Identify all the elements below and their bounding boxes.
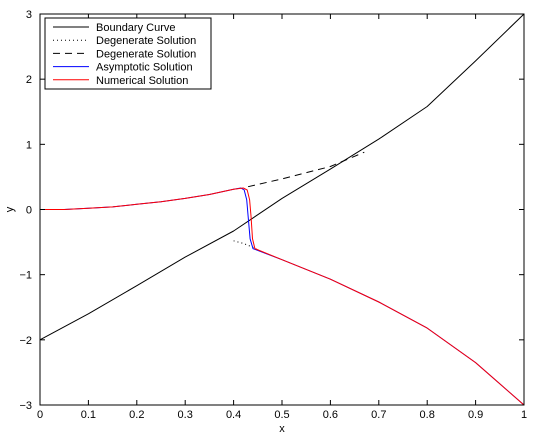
x-tick-label: 0.6: [323, 409, 338, 421]
x-tick-label: 0.1: [81, 409, 96, 421]
x-tick-label: 0.8: [420, 409, 435, 421]
x-tick-label: 0.2: [129, 409, 144, 421]
y-axis: −3 −2 −1 0 1 2 3: [19, 9, 524, 412]
plot-area: [39, 13, 525, 406]
legend-label: Asymptotic Solution: [96, 62, 193, 74]
x-axis-label: x: [279, 423, 285, 435]
legend-label: Numerical Solution: [96, 75, 188, 87]
series-asymptotic-solution-solid: [40, 187, 525, 406]
y-tick-label: 2: [26, 74, 32, 86]
series-degenerate-solution-dashed: [247, 151, 365, 188]
legend-box: [44, 17, 212, 90]
y-tick-label: −3: [19, 400, 32, 412]
legend-label: Degenerate Solution: [96, 48, 196, 60]
x-tick-label: 0: [37, 409, 43, 421]
legend-label: Degenerate Solution: [96, 35, 196, 47]
legend-label: Boundary Curve: [96, 22, 176, 34]
x-tick-label: 0.7: [371, 409, 386, 421]
x-tick-label: 1: [521, 409, 527, 421]
x-tick-label: 0.3: [178, 409, 193, 421]
x-tick-label: 0.4: [226, 409, 241, 421]
y-tick-label: 3: [26, 9, 32, 21]
x-tick-label: 0.9: [468, 409, 483, 421]
y-tick-label: −2: [19, 335, 32, 347]
y-tick-label: −1: [19, 270, 32, 282]
series-numerical-solution-solid: [40, 187, 525, 406]
y-tick-label: 0: [26, 205, 32, 217]
y-tick-label: 1: [26, 139, 32, 151]
x-tick-label: 0.5: [274, 409, 289, 421]
series-boundary-curve-solid: [39, 13, 525, 341]
y-axis-label: y: [4, 206, 16, 212]
